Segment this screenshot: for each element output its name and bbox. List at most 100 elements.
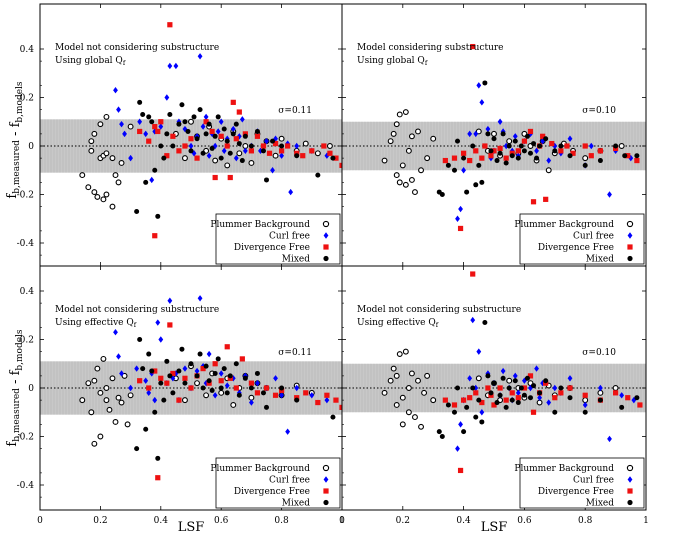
curl-free-point xyxy=(476,82,482,89)
curl-free-point xyxy=(512,133,518,140)
curl-free-point xyxy=(607,435,612,443)
divergence-free-point xyxy=(552,395,558,401)
divergence-free-point xyxy=(491,402,497,408)
divergence-free-point xyxy=(457,467,464,474)
legend-label: Plummer Background xyxy=(210,464,310,474)
mixed-point xyxy=(509,153,515,159)
curl-free-point xyxy=(607,191,612,198)
mixed-point xyxy=(161,397,167,403)
plummer-point xyxy=(182,397,188,404)
divergence-free-point xyxy=(461,397,467,403)
curl-free-point xyxy=(309,392,315,399)
divergence-free-point xyxy=(263,385,270,391)
curl-free-point xyxy=(230,125,236,133)
legend-label: Mixed xyxy=(282,255,310,265)
plummer-point xyxy=(79,172,86,179)
curl-free-point xyxy=(119,120,124,128)
divergence-free-point xyxy=(170,370,176,377)
divergence-free-point xyxy=(200,366,206,372)
mixed-point xyxy=(209,145,215,151)
subscript-f: f xyxy=(425,59,428,67)
curl-free-point xyxy=(512,372,518,380)
divergence-free-point xyxy=(212,361,218,367)
curl-free-point xyxy=(221,147,227,155)
plummer-point xyxy=(387,377,394,384)
plummer-point xyxy=(272,152,279,159)
mixed-point xyxy=(227,373,233,379)
curl-free-point xyxy=(143,130,149,138)
curl-free-point xyxy=(497,118,503,125)
divergence-free-point xyxy=(170,133,176,139)
mixed-point xyxy=(558,143,564,149)
legend-marker xyxy=(323,476,329,483)
curl-free-point xyxy=(158,336,164,343)
divergence-free-point xyxy=(188,136,194,142)
curl-free-point xyxy=(598,384,603,392)
mixed-point xyxy=(597,397,603,403)
mixed-point xyxy=(155,455,161,461)
x-tick-label: 0.2 xyxy=(396,516,410,526)
plummer-point xyxy=(109,155,116,162)
legend-marker xyxy=(627,499,633,506)
mixed-point xyxy=(221,366,227,372)
curl-free-point xyxy=(476,348,482,355)
mixed-point xyxy=(236,141,242,147)
curl-free-point xyxy=(158,123,164,130)
plummer-point xyxy=(326,143,333,149)
mixed-point xyxy=(200,385,206,391)
divergence-free-point xyxy=(467,157,473,164)
curl-free-point xyxy=(534,147,539,155)
mixed-point xyxy=(233,361,239,367)
divergence-free-point xyxy=(254,133,261,139)
divergence-free-point xyxy=(564,143,570,149)
mixed-point xyxy=(206,121,212,127)
plummer-point xyxy=(278,135,285,142)
legend-label: Plummer Background xyxy=(210,220,310,230)
divergence-free-point xyxy=(530,199,537,205)
mixed-point xyxy=(143,426,149,432)
mixed-point xyxy=(197,351,203,357)
mixed-point xyxy=(179,102,185,108)
mixed-point xyxy=(176,121,182,127)
sigma-label: σ=0.11 xyxy=(278,106,312,116)
divergence-free-point xyxy=(333,155,339,161)
mixed-point xyxy=(473,182,479,188)
legend-box xyxy=(215,213,341,265)
curl-free-point xyxy=(137,118,143,125)
curl-free-point xyxy=(203,113,209,121)
plummer-point xyxy=(405,385,412,391)
y-tick-label: -0.2 xyxy=(17,433,34,443)
mixed-point xyxy=(224,138,230,144)
x-tick-label: 0.6 xyxy=(214,516,229,526)
divergence-free-point xyxy=(303,390,309,396)
mixed-point xyxy=(260,148,266,154)
legend-marker xyxy=(627,232,633,239)
legend-label: Mixed xyxy=(586,255,614,265)
curl-free-point xyxy=(273,135,278,142)
mixed-point xyxy=(254,370,260,376)
divergence-free-point xyxy=(497,145,503,152)
divergence-free-point xyxy=(558,148,564,154)
mixed-point xyxy=(445,402,451,408)
mixed-point xyxy=(203,363,209,369)
divergence-free-point xyxy=(613,390,619,396)
plummer-point xyxy=(115,394,122,401)
plummer-point xyxy=(390,365,397,372)
plummer-point xyxy=(112,419,119,425)
divergence-free-point xyxy=(549,140,555,147)
legend-marker xyxy=(626,220,634,228)
mixed-point xyxy=(582,162,588,168)
mixed-point xyxy=(537,143,543,149)
plummer-point xyxy=(100,355,107,362)
divergence-free-point xyxy=(485,385,491,391)
divergence-free-point xyxy=(339,162,342,168)
panel-bottom-right: 0 0.2 0.4 0.6 0.8 1 Model not considering subs… xyxy=(339,265,649,526)
y-tick-label: 0 xyxy=(28,142,34,152)
plummer-point xyxy=(430,397,437,404)
mixed-point xyxy=(552,148,558,154)
divergence-free-point xyxy=(272,392,279,398)
mixed-point xyxy=(140,366,146,372)
